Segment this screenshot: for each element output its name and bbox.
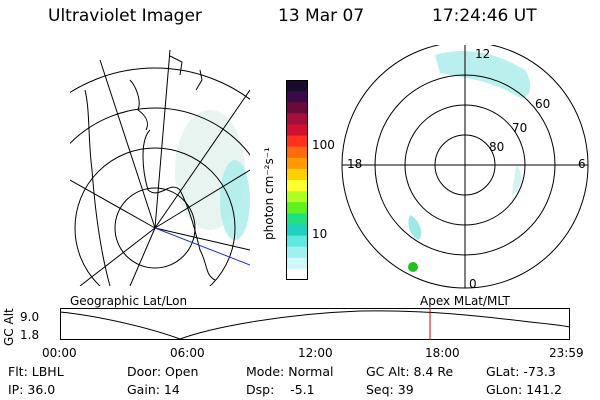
mlat-label-80: 80 [489,140,505,154]
timeline-xtick-1: 06:00 [170,346,205,360]
timeline-xtick-2: 12:00 [298,346,333,360]
colorbar-swatch [286,224,308,237]
footer-glat: GLat: -73.3 [486,364,556,379]
geographic-map [70,50,250,286]
colorbar-swatch [286,124,308,137]
timeline-axis-label: GC Alt [2,308,16,346]
footer-dsp: Dsp: -5.1 [246,382,315,397]
timeline-ytick-bottom: 1.8 [20,328,40,342]
footer-seq: Seq: 39 [366,382,414,397]
colorbar-swatch [286,146,308,159]
timeline-xtick-0: 00:00 [42,346,77,360]
timeline-xtick-4: 23:59 [549,346,584,360]
time-label: 17:24:46 UT [432,6,537,26]
mlt-label-bottom: 0 [469,277,477,291]
mlat-label-70: 70 [512,121,528,135]
colorbar-swatch [286,202,308,214]
colorbar-tick-100: 100 [312,138,335,152]
colorbar-tick-10: 10 [312,227,328,241]
colorbar-swatch [286,80,308,92]
timeline-xtick-3: 18:00 [425,346,460,360]
colorbar-swatch [286,180,308,192]
mlt-label-top: 12 [475,47,491,61]
instrument-title: Ultraviolet Imager [48,6,202,26]
colorbar-swatch [286,257,308,270]
footer-filter: Flt: LBHL [8,364,64,379]
footer-ip: IP: 36.0 [8,382,56,397]
colorbar-swatch [286,135,308,148]
colorbar-swatch [286,91,308,103]
colorbar-swatch [286,235,308,248]
colorbar-swatch [286,268,308,281]
colorbar-swatch [286,168,308,181]
colorbar-swatch [286,246,308,259]
colorbar-swatch [286,213,308,225]
colorbar-swatch [286,113,308,125]
footer-mode: Mode: Normal [246,364,334,379]
footer-gc-alt: GC Alt: 8.4 Re [366,364,454,379]
magnetic-polar-plot [341,45,589,289]
colorbar-gradient [286,80,308,281]
date-label: 13 Mar 07 [278,6,365,26]
mlat-label-60: 60 [535,97,551,111]
colorbar-swatch [286,157,308,170]
colorbar [286,80,308,281]
footer-door: Door: Open [127,364,199,379]
altitude-timeline [60,308,571,340]
footer-gain: Gain: 14 [127,382,180,397]
timeline-ytick-top: 9.0 [20,310,40,324]
colorbar-border [286,80,308,280]
colorbar-unit-label: photon cm⁻²s⁻¹ [262,147,276,240]
colorbar-swatch [286,191,308,203]
magnetic-label: Apex MLat/MLT [420,294,510,308]
mlt-label-right: 6 [578,157,586,171]
colorbar-swatch [286,102,308,114]
footer-glon: GLon: 141.2 [486,382,562,397]
geographic-label: Geographic Lat/Lon [70,294,188,308]
mlt-label-left: 18 [347,157,363,171]
